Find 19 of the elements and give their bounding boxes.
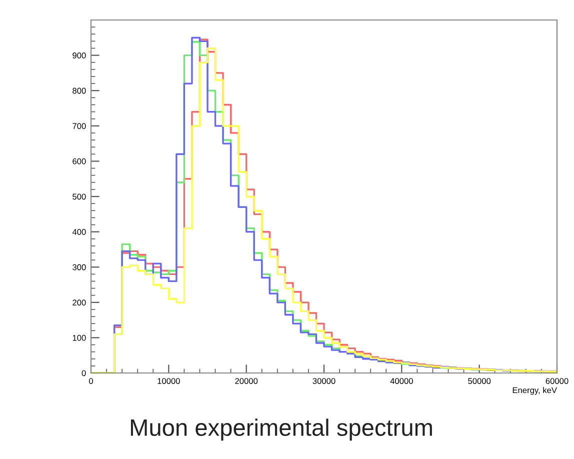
y-tick-label: 100 — [72, 334, 86, 341]
y-tick-label: 700 — [72, 123, 86, 129]
x-tick-label: 20000 — [235, 378, 258, 384]
x-tick-label: 30000 — [312, 378, 336, 384]
x-tick-label: 40000 — [390, 378, 413, 384]
y-tick-label: 800 — [72, 88, 86, 94]
y-tick-label: 500 — [72, 194, 86, 200]
x-tick-label: 10000 — [158, 378, 180, 384]
y-tick-label: 400 — [72, 229, 86, 235]
x-tick-label: 60000 — [546, 378, 568, 384]
text: Muon experimental spectrum — [130, 418, 432, 441]
y-tick-label: 600 — [72, 158, 86, 164]
x-tick-label: 50000 — [468, 378, 491, 384]
y-tick-label: 300 — [72, 264, 86, 270]
y-tick-label: 0 — [82, 370, 86, 376]
y-tick-label: 900 — [72, 52, 86, 58]
x-axis-title: Energy, keV — [512, 387, 557, 395]
x-tick-label: 0 — [89, 378, 93, 384]
y-tick-label: 200 — [72, 300, 86, 306]
